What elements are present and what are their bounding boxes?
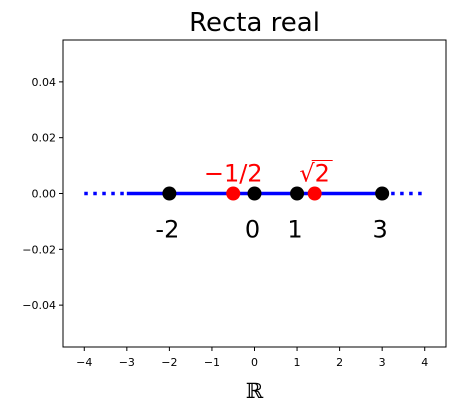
data-point: [307, 186, 322, 201]
data-point: [162, 186, 177, 201]
x-tick-label: 4: [421, 356, 428, 369]
x-axis-label: ℝ: [246, 379, 264, 403]
y-tick-label: −0.02: [22, 243, 56, 256]
x-tick-label: 3: [379, 356, 386, 369]
y-tick-label: −0.04: [22, 299, 56, 312]
point-label: √2: [299, 160, 330, 188]
x-tick-label: 1: [294, 356, 301, 369]
y-tick-label: 0.04: [32, 76, 57, 89]
data-point: [375, 186, 390, 201]
x-tick-label: 2: [336, 356, 343, 369]
point-label: −1/2: [204, 160, 263, 188]
x-tick-label: −4: [76, 356, 92, 369]
y-tick-label: 0.02: [32, 132, 57, 145]
point-label: 1: [287, 216, 302, 244]
point-label: -2: [155, 216, 179, 244]
x-tick-label: −2: [161, 356, 177, 369]
x-tick-label: 0: [251, 356, 258, 369]
y-tick-label: 0.00: [32, 188, 57, 201]
data-point: [247, 186, 262, 201]
data-point: [290, 186, 305, 201]
x-tick-label: −3: [119, 356, 135, 369]
point-label: 0: [245, 216, 260, 244]
plot-area: −4 −3 −2 −1 0 1 2 3 4−0.04−0.020.000.020.04-2 0 1 3…: [22, 39, 447, 369]
x-tick-label: −1: [204, 356, 220, 369]
chart-title: Recta real: [189, 8, 320, 38]
data-point: [226, 186, 241, 201]
point-label: 3: [373, 216, 388, 244]
